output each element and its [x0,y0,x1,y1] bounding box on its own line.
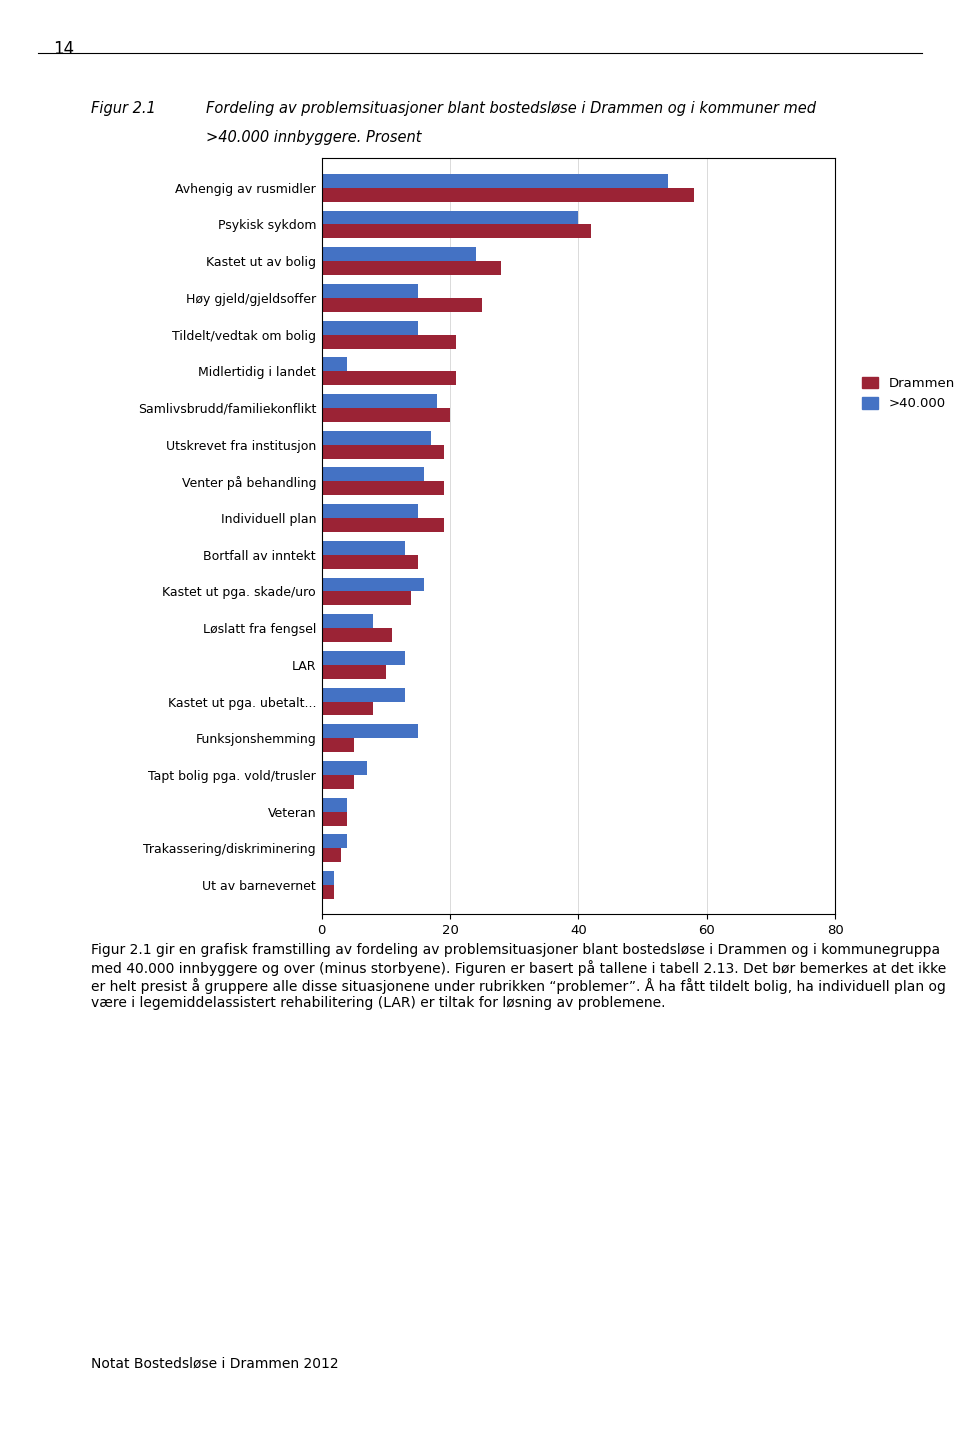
Text: Figur 2.1: Figur 2.1 [91,101,156,115]
Bar [322,541,405,554]
Bar [322,225,591,239]
Bar [322,210,578,225]
Bar [322,321,418,334]
Bar [322,334,456,348]
Bar [322,445,444,458]
Bar [322,651,405,665]
Bar [322,554,418,569]
Bar [322,760,367,775]
Bar [322,481,444,495]
Bar [322,298,482,312]
Bar [322,798,348,812]
Legend: Drammen, >40.000: Drammen, >40.000 [862,377,955,410]
Bar [322,665,386,678]
Bar [322,701,372,716]
Bar [322,504,418,518]
Bar [322,739,353,752]
Bar [322,834,348,848]
Bar [322,871,334,886]
Bar [322,628,393,642]
Text: 14: 14 [53,40,74,58]
Bar [322,518,444,531]
Bar [322,261,501,275]
Bar [322,886,334,899]
Bar [322,408,450,422]
Bar [322,775,353,789]
Bar [322,174,668,187]
Bar [322,688,405,701]
Text: Fordeling av problemsituasjoner blant bostedsløse i Drammen og i kommuner med: Fordeling av problemsituasjoner blant bo… [206,101,816,115]
Text: Figur 2.1 gir en grafisk framstilling av fordeling av problemsituasjoner blant b: Figur 2.1 gir en grafisk framstilling av… [91,943,947,1011]
Bar [322,468,424,481]
Bar [322,357,348,372]
Text: >40.000 innbyggere. Prosent: >40.000 innbyggere. Prosent [206,130,421,144]
Bar [322,724,418,739]
Bar [322,592,412,605]
Bar [322,615,372,628]
Bar [322,431,431,445]
Bar [322,848,341,863]
Bar [322,372,456,384]
Bar [322,248,476,261]
Bar [322,395,437,408]
Bar [322,187,694,202]
Bar [322,284,418,298]
Bar [322,812,348,825]
Text: Notat Bostedsløse i Drammen 2012: Notat Bostedsløse i Drammen 2012 [91,1356,339,1371]
Bar [322,577,424,592]
